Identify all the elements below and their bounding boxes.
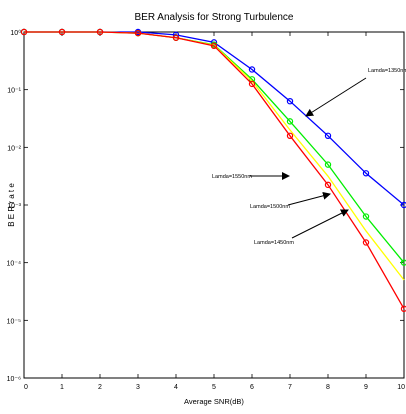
- series-line: [24, 31, 405, 281]
- x-axis: 0 1 2 3 4 5 6 7 8 9 10: [23, 32, 405, 391]
- y-tick-label: 10⁻¹: [7, 88, 21, 95]
- y-axis-label: B E R r a t e: [7, 183, 16, 227]
- x-tick-label: 9: [364, 384, 368, 391]
- series-marker: [400, 305, 406, 312]
- annotation-arrow: [291, 209, 349, 239]
- series-marker: [286, 132, 294, 139]
- series-marker: [96, 28, 104, 36]
- annotation-arrow: [287, 191, 331, 206]
- series-line: [24, 31, 405, 310]
- series-marker: [362, 170, 370, 177]
- y-axis: 10⁰ 10⁻¹ 10⁻² 10⁻³ 10⁻⁴ 10⁻⁵ 10⁻⁶: [7, 29, 404, 383]
- series-marker: [248, 80, 256, 88]
- x-axis-label: Average SNR(dB): [184, 397, 244, 406]
- x-tick-label: 4: [174, 384, 178, 391]
- series-layer: [20, 28, 406, 312]
- series-marker: [400, 201, 406, 209]
- series-marker: [286, 118, 294, 125]
- y-tick-label: 10⁻³: [7, 203, 21, 210]
- series-marker: [210, 42, 218, 50]
- series-marker: [286, 97, 294, 105]
- annotation-label: Lamda=1550nm: [212, 174, 252, 180]
- annotation-label: Lamda=1450nm: [254, 240, 294, 246]
- series-marker: [172, 34, 180, 41]
- x-tick-label: 5: [212, 384, 216, 391]
- x-tick-label: 7: [288, 384, 292, 391]
- y-tick-label: 10⁻⁴: [7, 261, 22, 268]
- x-tick-label: 6: [250, 384, 254, 391]
- series-marker: [134, 29, 142, 37]
- series-marker: [248, 66, 256, 73]
- series-marker: [20, 28, 28, 36]
- x-tick-label: 0: [24, 384, 28, 391]
- series-marker: [362, 239, 370, 246]
- series-marker: [324, 132, 332, 139]
- x-tick-label: 1: [60, 384, 64, 391]
- y-tick-label: 10⁻⁵: [7, 318, 21, 325]
- x-tick-label: 10: [397, 384, 405, 391]
- x-tick-label: 3: [136, 384, 140, 391]
- series-marker: [362, 213, 370, 220]
- chart-title: BER Analysis for Strong Turbulence: [135, 12, 294, 23]
- series-marker: [324, 181, 332, 189]
- annotation-layer: Lamda=1350nm Lamda=1550nm Lamda=1500nm Lamd…: [212, 68, 406, 246]
- series-marker: [58, 28, 66, 36]
- annotation-arrow: [305, 77, 367, 117]
- y-tick-label: 10⁻²: [7, 145, 21, 152]
- annotation-label: Lamda=1500nm: [250, 204, 290, 210]
- series-marker: [324, 161, 332, 168]
- y-tick-label: 10⁻⁶: [7, 376, 21, 383]
- x-tick-label: 2: [98, 384, 102, 391]
- annotation-label: Lamda=1350nm: [368, 68, 406, 74]
- plot-area-frame: [23, 31, 405, 379]
- x-tick-label: 8: [326, 384, 330, 391]
- series-marker: [400, 259, 406, 266]
- y-tick-label: 10⁰: [10, 29, 21, 37]
- series-line: [24, 31, 405, 264]
